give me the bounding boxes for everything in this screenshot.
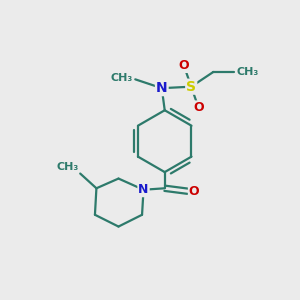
Text: N: N bbox=[156, 81, 168, 95]
Text: S: S bbox=[186, 80, 196, 94]
Text: O: O bbox=[193, 101, 204, 114]
Text: CH₃: CH₃ bbox=[236, 67, 259, 77]
Text: N: N bbox=[138, 183, 149, 196]
Text: CH₃: CH₃ bbox=[56, 162, 79, 172]
Text: O: O bbox=[189, 185, 200, 198]
Text: O: O bbox=[178, 59, 189, 72]
Text: CH₃: CH₃ bbox=[111, 73, 133, 83]
